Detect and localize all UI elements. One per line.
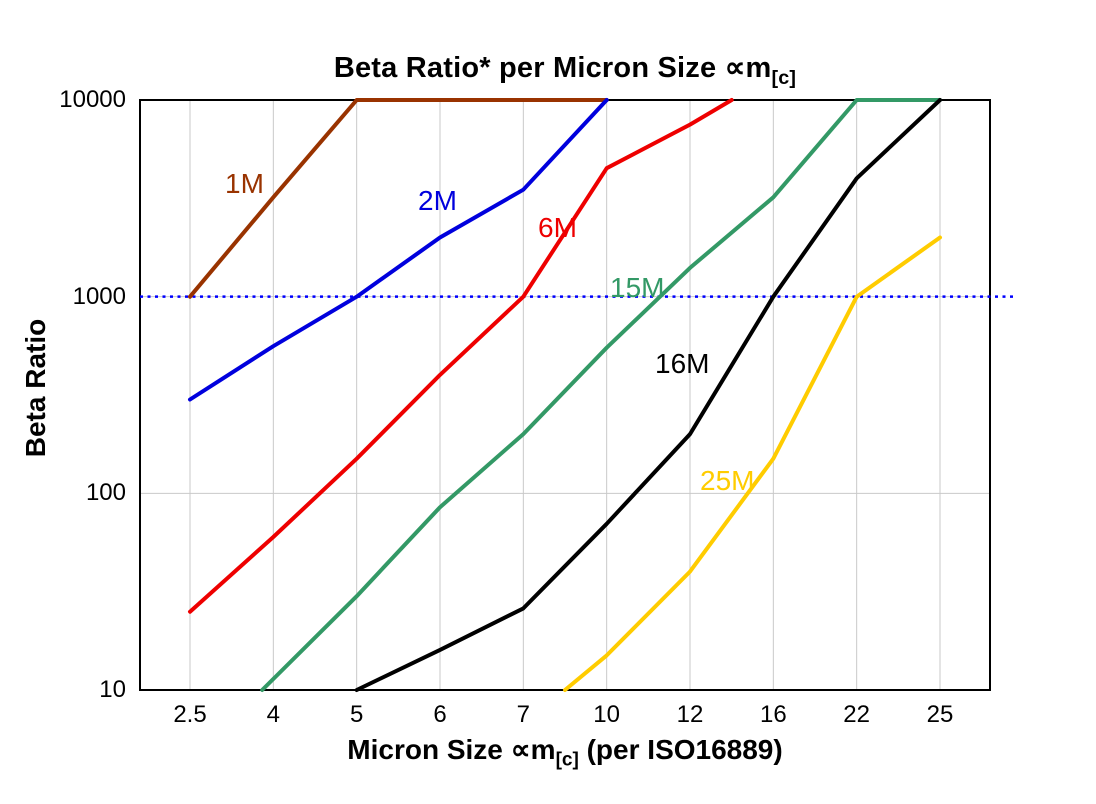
chart-title-subscript: [c] <box>771 66 797 89</box>
series-line-16m <box>354 98 942 692</box>
chart-title-text: Beta Ratio* per Micron Size ∝m <box>333 52 772 84</box>
x-tick-label: 5 <box>349 701 364 728</box>
series-line-15m <box>260 98 942 692</box>
series-line-6m <box>188 98 734 614</box>
chart-title: Beta Ratio* per Micron Size ∝m[c] <box>140 50 990 90</box>
series-line-25m <box>563 235 942 692</box>
plot-border <box>139 99 991 691</box>
y-tick-label: 10000 <box>59 86 126 113</box>
x-axis-title-text: Micron Size ∝m <box>347 734 556 765</box>
x-tick-label: 7 <box>516 701 530 728</box>
series-label-1m: 1M <box>225 168 264 199</box>
x-tick-label: 22 <box>843 701 870 728</box>
series-line-2m <box>188 98 609 402</box>
y-tick-label: 100 <box>85 479 126 507</box>
series-label-2m: 2M <box>418 185 457 216</box>
y-tick-label: 1000 <box>72 282 126 310</box>
x-tick-label: 12 <box>676 701 704 728</box>
series-label-15m: 15M <box>610 272 665 303</box>
y-tick-label: 10 <box>99 676 126 703</box>
series-label-25m: 25M <box>700 465 755 496</box>
x-tick-label: 6 <box>433 701 447 728</box>
x-axis-title-subscript: [c] <box>555 749 579 771</box>
x-tick-label: 25 <box>926 701 954 728</box>
series-line-1m <box>188 98 609 299</box>
x-tick-label: 10 <box>593 701 620 728</box>
x-axis-title-suffix: (per ISO16889) <box>578 734 783 765</box>
x-tick-label: 16 <box>759 701 787 728</box>
series-label-6m: 6M <box>538 212 577 243</box>
x-axis-title: Micron Size ∝m[c] (per ISO16889) <box>140 733 990 772</box>
series-label-16m: 16M <box>655 348 710 379</box>
x-tick-label: 4 <box>266 701 280 728</box>
x-tick-label: 2.5 <box>173 701 207 728</box>
